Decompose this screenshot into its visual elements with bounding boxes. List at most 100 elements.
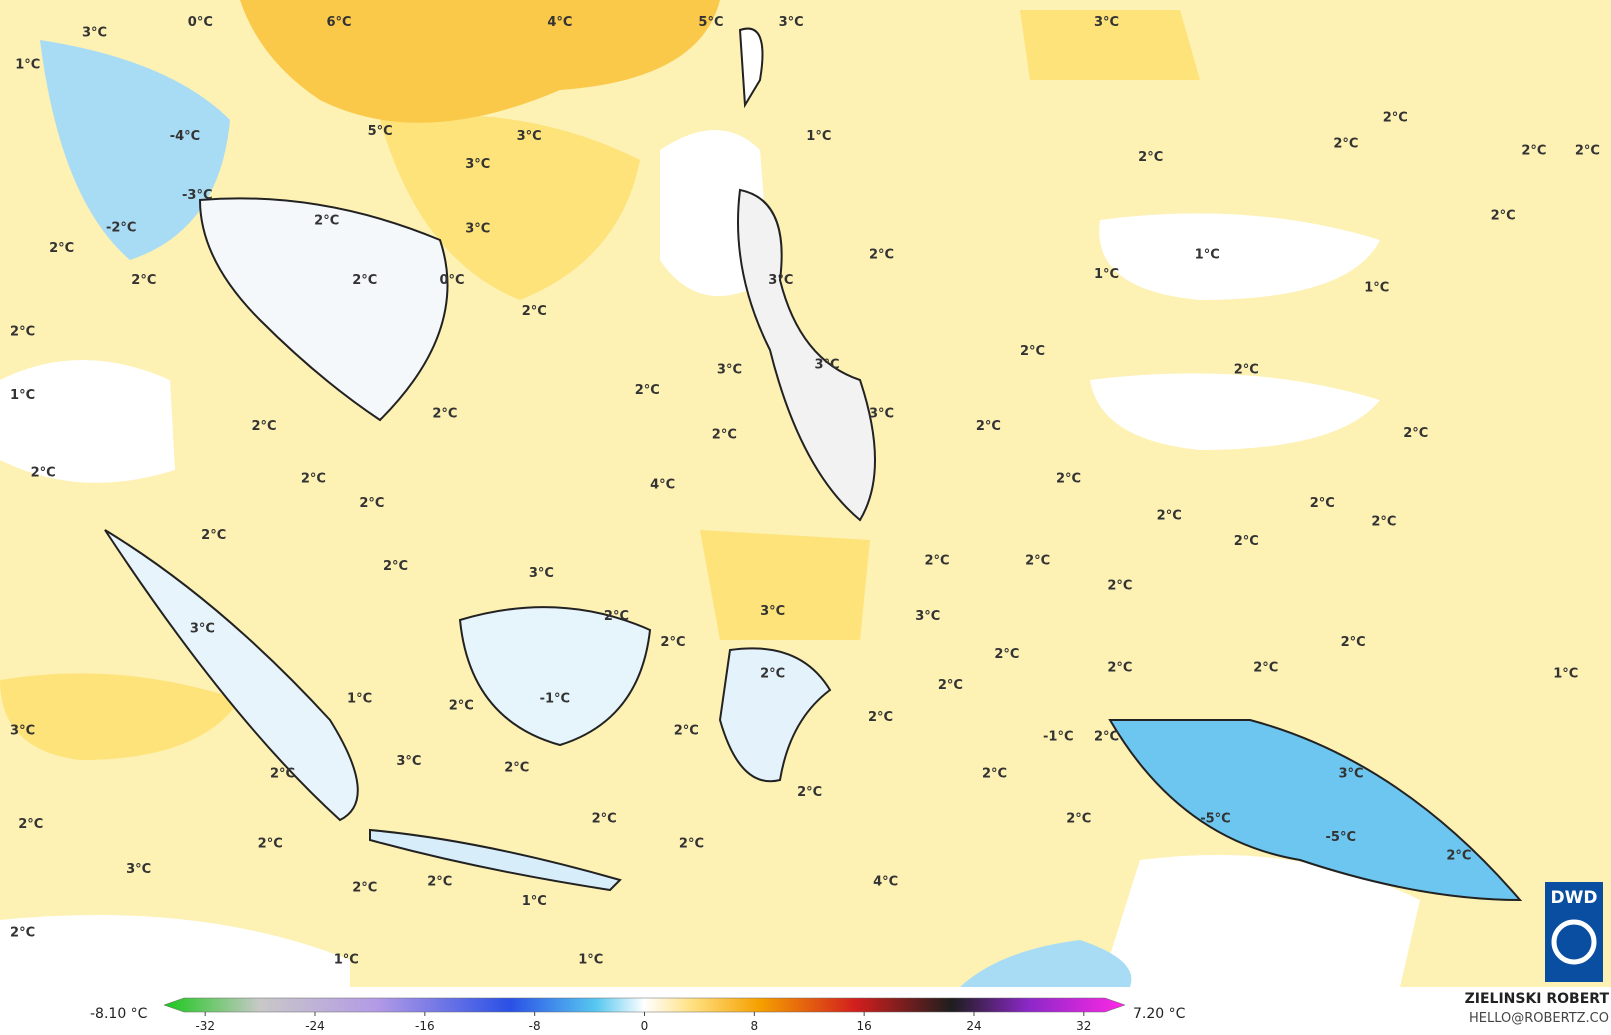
author: ZIELINSKI ROBERT	[1465, 991, 1610, 1007]
colorbar-max: 7.20 °C	[1133, 1006, 1186, 1022]
colorbar-min: -8.10 °C	[90, 1006, 148, 1022]
temperature-label: 2°C	[1575, 144, 1600, 159]
taiwan	[738, 27, 764, 109]
warm-area	[700, 530, 870, 640]
temperature-label: 1°C	[334, 952, 359, 967]
temperature-label: 2°C	[427, 874, 452, 889]
java	[369, 828, 622, 892]
temperature-label: 3°C	[190, 622, 215, 637]
temperature-label: 2°C	[635, 383, 660, 398]
temperature-label: 2°C	[31, 465, 56, 480]
temperature-label: 2°C	[1025, 554, 1050, 569]
temperature-label: 3°C	[869, 407, 894, 422]
temperature-label: -1°C	[540, 691, 570, 706]
temperature-label: 3°C	[396, 754, 421, 769]
temperature-label: 2°C	[1234, 534, 1259, 549]
temperature-label: 0°C	[440, 273, 465, 288]
temperature-label: 2°C	[712, 427, 737, 442]
temperature-label: 1°C	[1553, 667, 1578, 682]
logo: DWD	[1545, 882, 1603, 982]
temperature-label: 2°C	[258, 836, 283, 851]
temperature-label: 2°C	[359, 496, 384, 511]
temperature-label: 2°C	[760, 667, 785, 682]
temperature-label: 4°C	[547, 15, 572, 30]
sulawesi	[718, 647, 832, 783]
temperature-label: 2°C	[352, 273, 377, 288]
temperature-label: 1°C	[1094, 267, 1119, 282]
colorbar-scale	[163, 997, 1126, 1013]
temperature-label: 2°C	[49, 241, 74, 256]
temperature-label: 2°C	[1491, 208, 1516, 223]
neutral-area	[1099, 213, 1380, 300]
temperature-label: 2°C	[504, 760, 529, 775]
temperature-label: 2°C	[1066, 812, 1091, 827]
temperature-label: 2°C	[1521, 144, 1546, 159]
temperature-label: 3°C	[915, 609, 940, 624]
temperature-label: -4°C	[170, 129, 200, 144]
temperature-label: 2°C	[1446, 849, 1471, 864]
temperature-label: 1°C	[806, 129, 831, 144]
colorbar-tick-label: -16	[415, 1019, 435, 1033]
temperature-label: 2°C	[994, 647, 1019, 662]
temperature-label: 2°C	[592, 812, 617, 827]
colorbar-tick-label: 0	[641, 1019, 649, 1033]
colorbar-tick-label: -24	[305, 1019, 325, 1033]
colorbar-tick-label: -8	[529, 1019, 541, 1033]
temperature-label: 3°C	[82, 25, 107, 40]
sumatra	[104, 529, 359, 822]
borneo	[458, 606, 652, 747]
temperature-label: -5°C	[1326, 830, 1356, 845]
temperature-label: 0°C	[188, 15, 213, 30]
temperature-label: 2°C	[924, 554, 949, 569]
temperature-label: 2°C	[660, 635, 685, 650]
warm-area	[380, 115, 640, 300]
temperature-label: 2°C	[131, 273, 156, 288]
temperature-label: 2°C	[868, 710, 893, 725]
temperature-label: 3°C	[529, 566, 554, 581]
temperature-label: 1°C	[15, 57, 40, 72]
warm-area	[0, 673, 240, 760]
temperature-label: -1°C	[1043, 729, 1073, 744]
map-area	[0, 0, 1611, 987]
colorbar-tick-label: -32	[195, 1019, 215, 1033]
temperature-label: 2°C	[522, 304, 547, 319]
neutral-area	[1090, 373, 1380, 450]
temperature-label: 3°C	[760, 604, 785, 619]
colorbar-tick-label: 8	[751, 1019, 759, 1033]
temperature-label: 2°C	[301, 471, 326, 486]
temperature-label: 1°C	[1364, 280, 1389, 295]
new-guinea	[1108, 719, 1523, 902]
temperature-label: -5°C	[1200, 812, 1230, 827]
temperature-label: 2°C	[1020, 344, 1045, 359]
temperature-label: 2°C	[976, 419, 1001, 434]
temperature-label: 2°C	[10, 926, 35, 941]
temperature-label: 2°C	[1107, 578, 1132, 593]
neutral-area	[0, 360, 175, 483]
warm-land	[240, 0, 720, 123]
temperature-label: 1°C	[522, 894, 547, 909]
temperature-label: 2°C	[1107, 661, 1132, 676]
colorbar-tick-label: 16	[857, 1019, 872, 1033]
logo-text: DWD	[1551, 888, 1598, 908]
temperature-label: 1°C	[578, 952, 603, 967]
temperature-label: 3°C	[517, 129, 542, 144]
temperature-label: 2°C	[982, 766, 1007, 781]
temperature-label: 2°C	[10, 324, 35, 339]
australia	[960, 940, 1132, 987]
temperature-label: 2°C	[352, 881, 377, 896]
temperature-label: 3°C	[1339, 766, 1364, 781]
logo-swirl	[1551, 919, 1597, 965]
temperature-label: 2°C	[1234, 363, 1259, 378]
contact: HELLO@ROBERTZ.CO	[1469, 1011, 1609, 1026]
philippines	[737, 188, 876, 522]
temperature-label: 2°C	[674, 723, 699, 738]
temperature-label: -2°C	[106, 221, 136, 236]
temperature-label: 3°C	[815, 357, 840, 372]
temperature-label: 2°C	[18, 817, 43, 832]
temperature-label: 1°C	[1195, 247, 1220, 262]
neutral-area	[0, 915, 350, 987]
temperature-label: 2°C	[449, 699, 474, 714]
temperature-label: 2°C	[604, 609, 629, 624]
